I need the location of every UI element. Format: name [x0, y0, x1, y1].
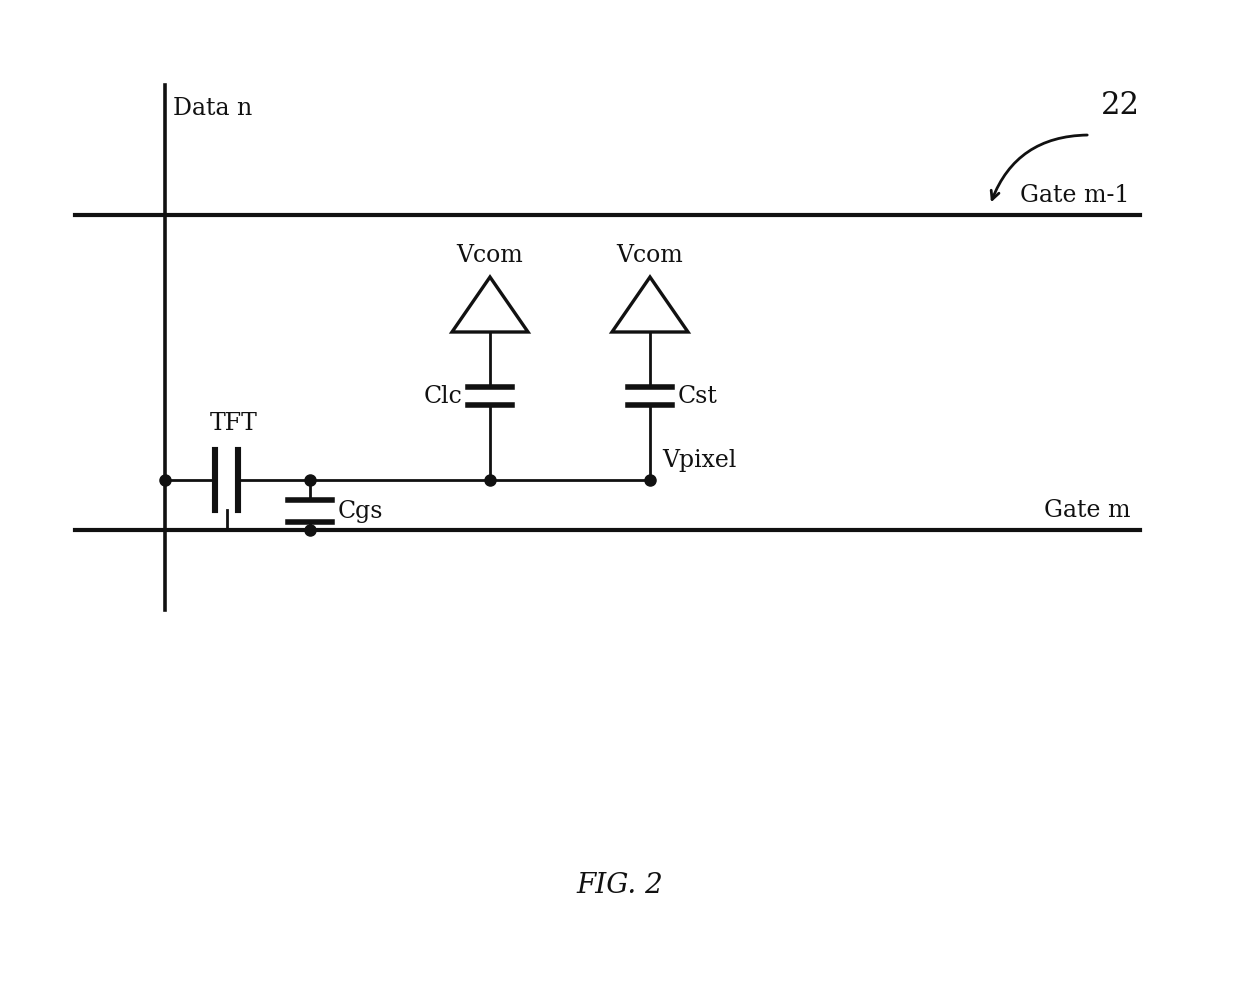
- Text: Data n: Data n: [174, 97, 252, 120]
- Text: Gate m-1: Gate m-1: [1021, 184, 1130, 207]
- FancyArrowPatch shape: [991, 135, 1087, 200]
- Text: Vcom: Vcom: [616, 244, 683, 267]
- Text: Vcom: Vcom: [456, 244, 523, 267]
- Text: Cgs: Cgs: [339, 499, 383, 523]
- Text: Clc: Clc: [423, 385, 463, 407]
- Text: 22: 22: [1101, 89, 1140, 121]
- Text: TFT: TFT: [210, 412, 258, 435]
- Text: Vpixel: Vpixel: [662, 449, 737, 472]
- Text: Cst: Cst: [678, 385, 718, 407]
- Text: FIG. 2: FIG. 2: [577, 871, 663, 898]
- Text: Gate m: Gate m: [1044, 499, 1130, 522]
